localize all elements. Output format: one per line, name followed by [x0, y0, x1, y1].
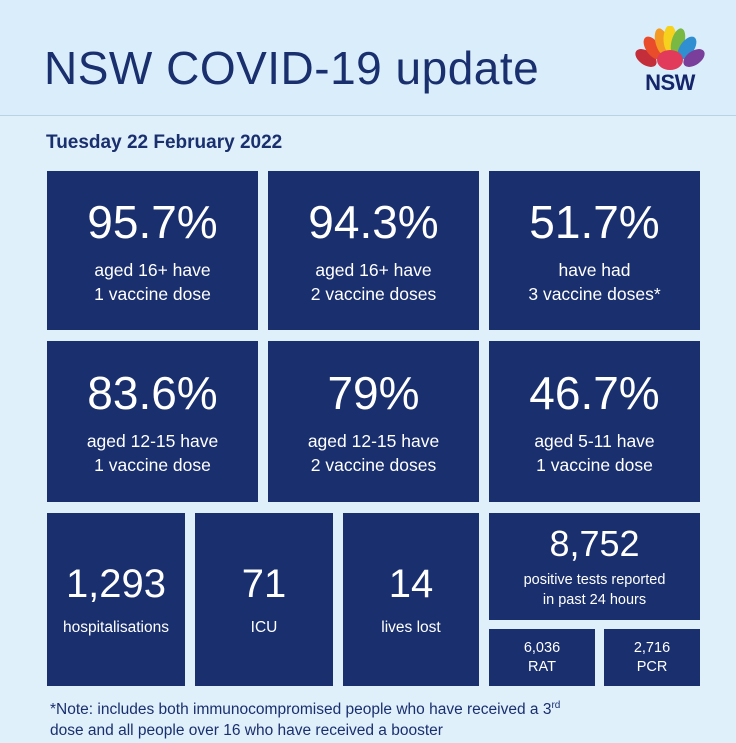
icu-tile: 71 ICU: [195, 513, 333, 686]
rat-tile: 6,036 RAT: [489, 629, 595, 686]
icu-value: 71: [241, 561, 287, 606]
vaccine-tile-3doses: 51.7% have had 3 vaccine doses*: [489, 171, 700, 330]
vaccine-tile-12to15-2doses: 79% aged 12-15 have 2 vaccine doses: [268, 341, 479, 502]
tile-caption-line2: 2 vaccine doses: [310, 283, 437, 304]
tile-caption-line1: have had: [558, 259, 631, 280]
tile-caption-line2: 3 vaccine doses*: [528, 283, 661, 304]
rat-value: 6,036: [523, 639, 561, 656]
tile-value: 46.7%: [529, 366, 660, 419]
hospitalisations-label: hospitalisations: [63, 618, 169, 636]
tile-caption-line2: 1 vaccine dose: [536, 454, 653, 475]
vaccine-tile-16plus-1dose: 95.7% aged 16+ have 1 vaccine dose: [47, 171, 258, 330]
vaccine-tile-16plus-2doses: 94.3% aged 16+ have 2 vaccine doses: [268, 171, 479, 330]
tile-caption-line1: aged 12-15 have: [307, 430, 440, 451]
rat-label: RAT: [528, 658, 556, 675]
lives-lost-value: 14: [388, 561, 434, 606]
vaccine-tile-12to15-1dose: 83.6% aged 12-15 have 1 vaccine dose: [47, 341, 258, 502]
tile-caption-line1: aged 16+ have: [315, 259, 432, 280]
tile-caption-line1: aged 16+ have: [94, 259, 211, 280]
tile-value: 83.6%: [87, 366, 218, 419]
page-title: NSW COVID-19 update: [44, 42, 540, 94]
lives-lost-label: lives lost: [381, 618, 441, 636]
footnote: *Note: includes both immunocompromised p…: [50, 695, 710, 741]
tile-value: 51.7%: [529, 195, 660, 248]
positive-tests-tile: 8,752 positive tests reported in past 24…: [489, 513, 700, 620]
icu-label: ICU: [250, 618, 278, 636]
logo-text: NSW: [645, 70, 695, 95]
nsw-waratah-logo: NSW: [630, 25, 710, 98]
footnote-superscript: rd: [551, 700, 561, 711]
tile-value: 79%: [327, 366, 420, 419]
hospitalisations-value: 1,293: [65, 561, 167, 606]
tile-value: 94.3%: [308, 195, 439, 248]
lives-lost-tile: 14 lives lost: [343, 513, 479, 686]
positive-tests-value: 8,752: [549, 522, 640, 564]
footnote-part2: dose and all people over 16 who have rec…: [50, 722, 443, 740]
tile-caption-line2: 2 vaccine doses: [310, 454, 437, 475]
hospitalisations-tile: 1,293 hospitalisations: [47, 513, 185, 686]
footnote-part1: *Note: includes both immunocompromised p…: [50, 701, 552, 719]
tile-caption-line2: 1 vaccine dose: [94, 283, 211, 304]
tile-caption-line1: aged 5-11 have: [534, 430, 655, 451]
pcr-label: PCR: [636, 658, 668, 675]
tile-value: 95.7%: [87, 195, 218, 248]
positive-tests-caption-line1: positive tests reported: [523, 571, 666, 588]
tile-caption-line1: aged 12-15 have: [86, 430, 219, 451]
tile-caption-line2: 1 vaccine dose: [94, 454, 211, 475]
vaccine-tile-5to11-1dose: 46.7% aged 5-11 have 1 vaccine dose: [489, 341, 700, 502]
pcr-value: 2,716: [633, 639, 671, 656]
report-date: Tuesday 22 February 2022: [46, 132, 283, 153]
positive-tests-caption-line2: in past 24 hours: [542, 591, 647, 608]
header: NSW COVID-19 update NSW: [0, 0, 736, 116]
waratah-flower-icon: [635, 25, 705, 70]
pcr-tile: 2,716 PCR: [604, 629, 700, 686]
